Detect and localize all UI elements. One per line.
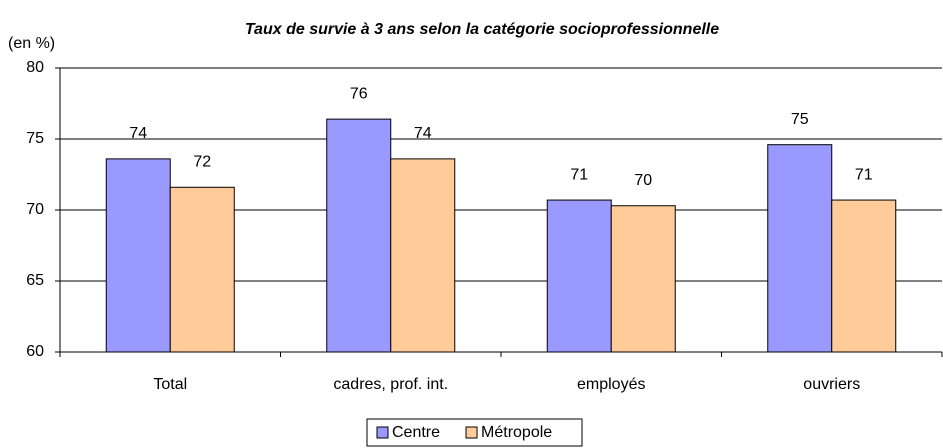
legend-label: Centre bbox=[392, 424, 440, 441]
value-label: 71 bbox=[855, 166, 873, 183]
x-tick-label: ouvriers bbox=[803, 376, 860, 393]
x-tick-label: employés bbox=[577, 376, 645, 393]
y-axis-label: (en %) bbox=[8, 35, 55, 52]
value-label: 71 bbox=[570, 166, 588, 183]
legend-label: Métropole bbox=[481, 424, 552, 441]
bar bbox=[831, 199, 897, 353]
y-tick-label: 80 bbox=[26, 59, 44, 76]
bar bbox=[390, 158, 456, 353]
bar bbox=[610, 205, 676, 353]
value-label: 75 bbox=[791, 111, 809, 128]
bar bbox=[105, 158, 171, 353]
bar bbox=[169, 186, 235, 353]
bar bbox=[546, 199, 612, 353]
bar bbox=[767, 144, 833, 353]
value-label: 70 bbox=[634, 172, 652, 189]
y-tick-label: 65 bbox=[26, 272, 44, 289]
x-tick-label: cadres, prof. int. bbox=[333, 376, 448, 393]
legend-swatch bbox=[376, 426, 389, 439]
value-label: 76 bbox=[350, 85, 368, 102]
x-tick-label: Total bbox=[153, 376, 187, 393]
y-tick-label: 70 bbox=[26, 201, 44, 218]
y-tick-label: 75 bbox=[26, 130, 44, 147]
chart-title: Taux de survie à 3 ans selon la catégori… bbox=[245, 21, 719, 38]
legend-swatch bbox=[465, 426, 478, 439]
value-label: 72 bbox=[193, 153, 211, 170]
y-tick-label: 60 bbox=[26, 343, 44, 360]
bar bbox=[326, 118, 392, 353]
value-label: 74 bbox=[414, 125, 432, 142]
value-label: 74 bbox=[129, 125, 147, 142]
